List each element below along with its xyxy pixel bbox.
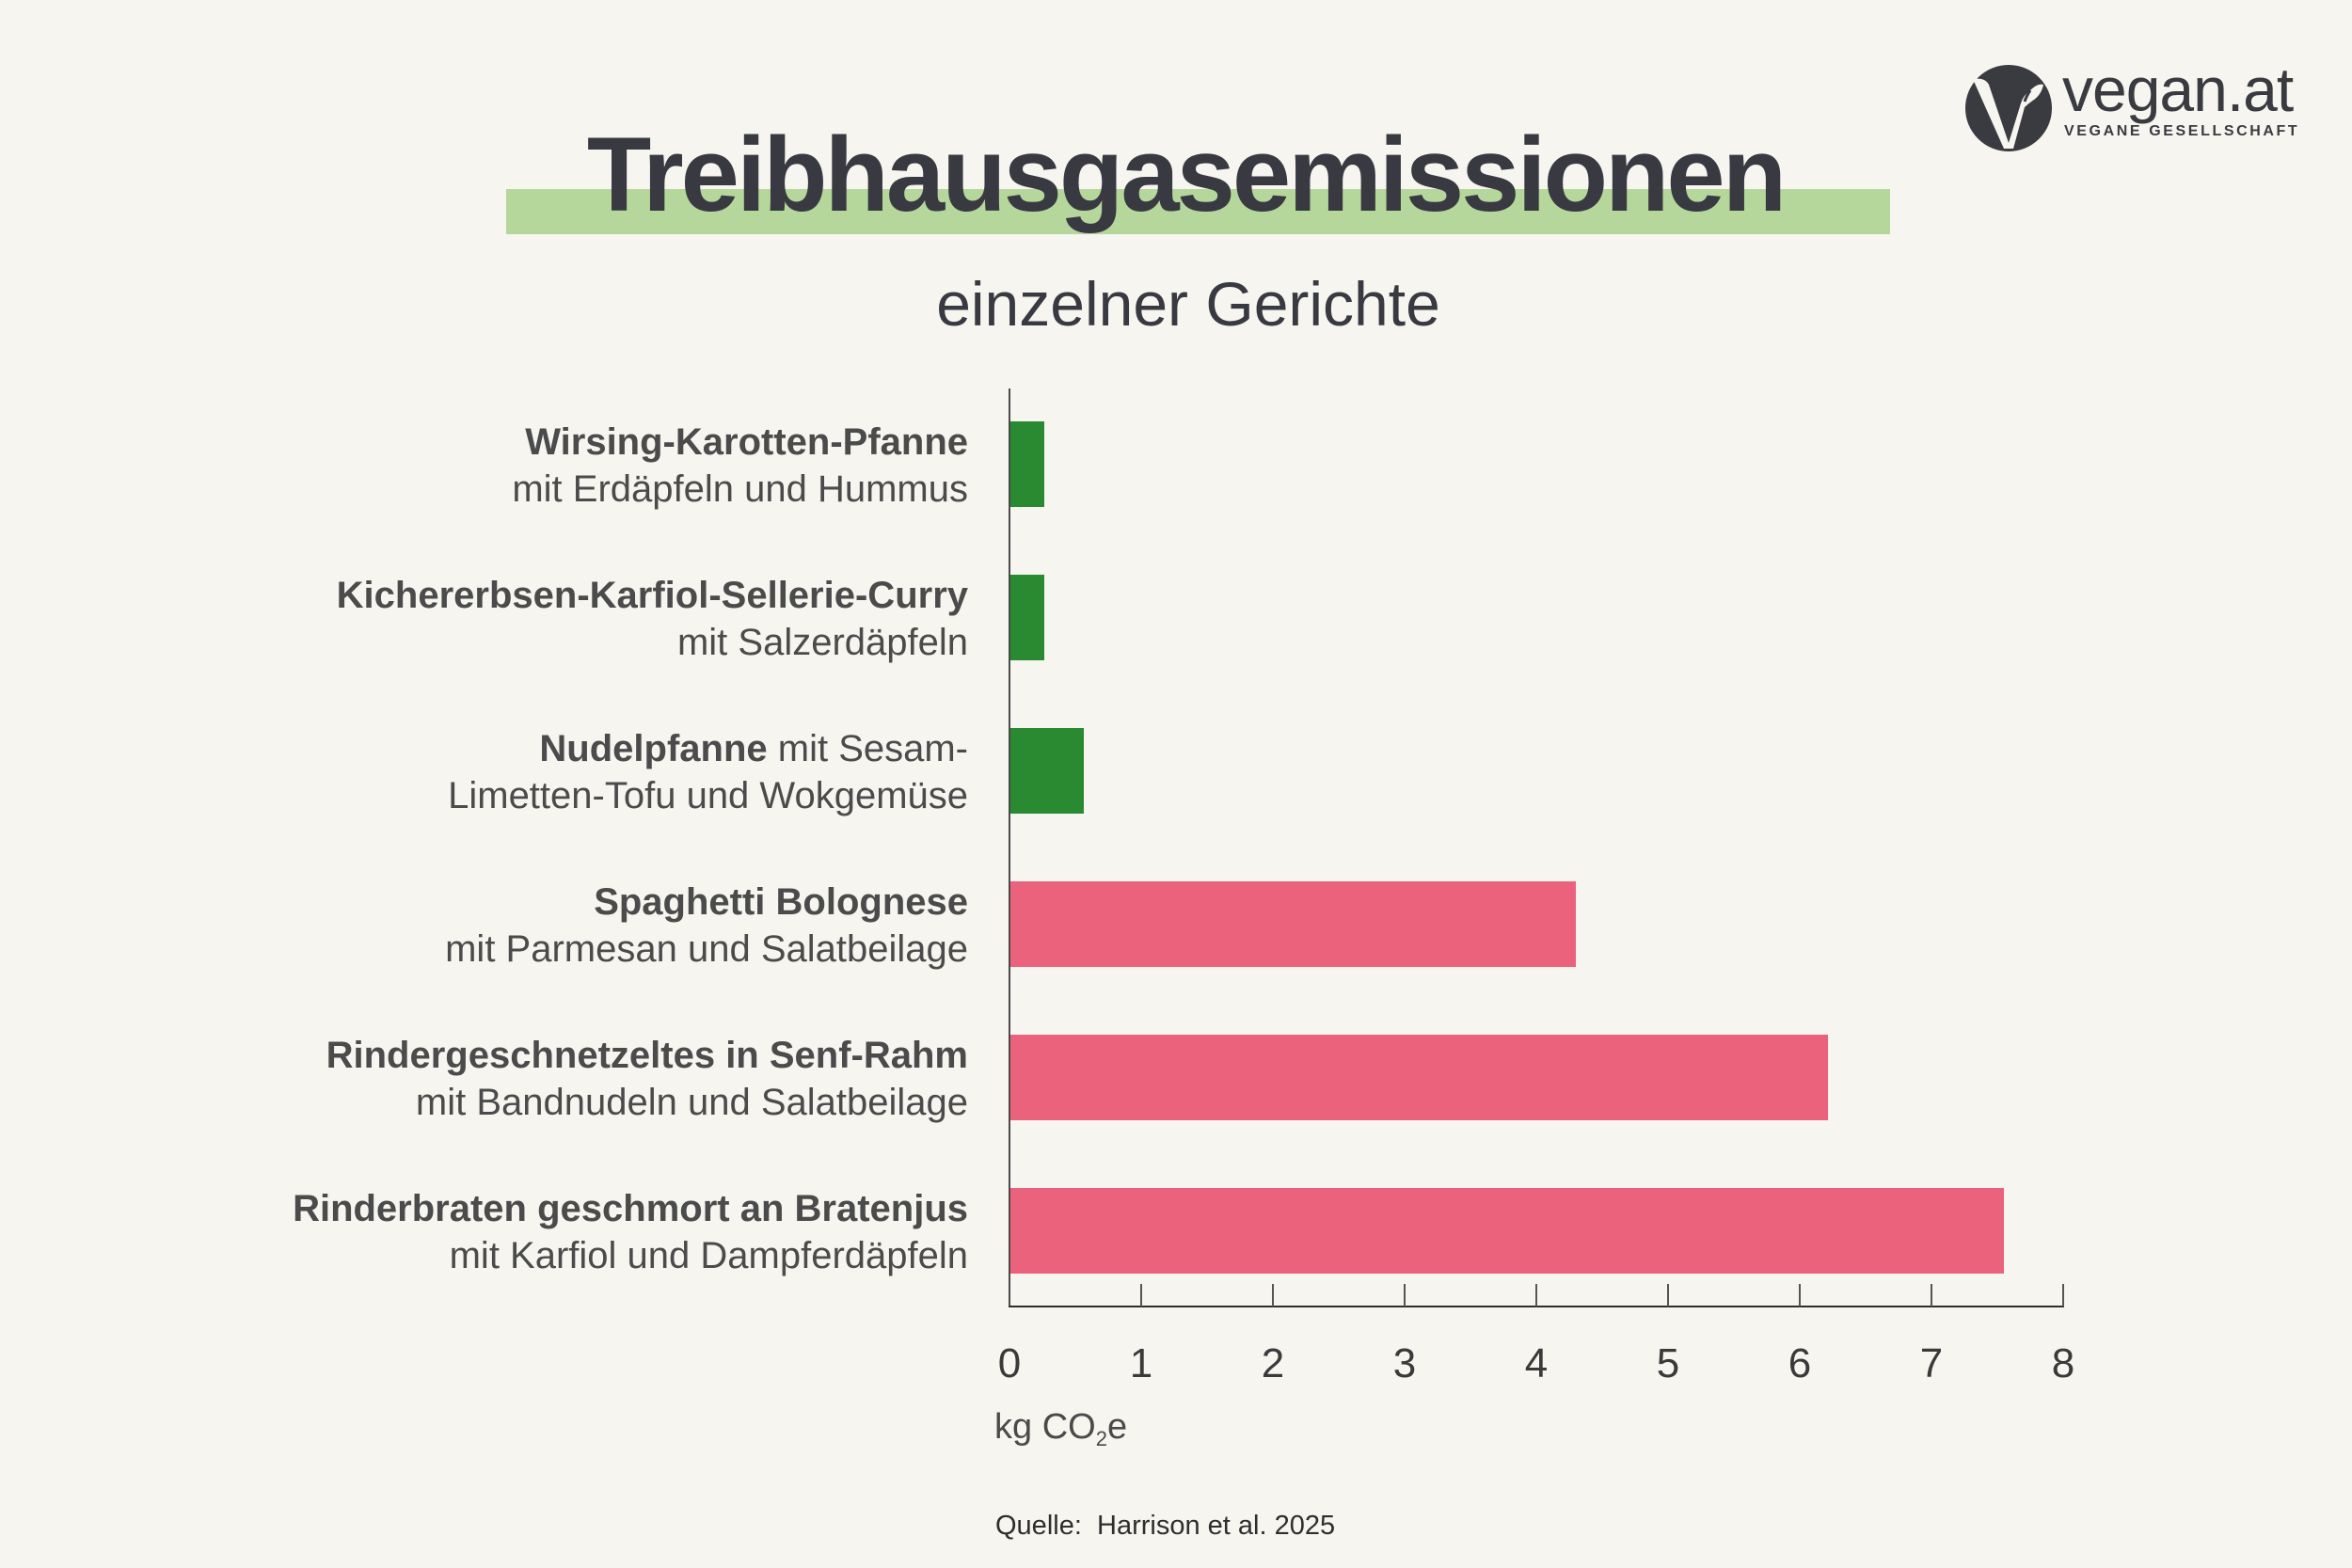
x-axis-title-prefix: kg CO: [994, 1407, 1096, 1447]
category-label: Rindergeschnetzeltes in Senf-Rahm mit Ban…: [121, 1032, 968, 1126]
bar-meat: [1010, 1035, 1828, 1120]
bar-vegan: [1010, 575, 1044, 660]
category-label: Spaghetti Bolognese mit Parmesan und Sala…: [121, 879, 968, 973]
x-tick-label: 6: [1788, 1340, 1812, 1386]
x-axis-line: [1009, 1306, 2064, 1307]
x-tick-mark: [1799, 1284, 1801, 1307]
vegan-v-leaf-icon: [1965, 65, 2052, 151]
dish-name: Wirsing-Karotten-Pfanne: [525, 421, 968, 463]
dish-name: Nudelpfanne: [539, 728, 768, 769]
category-label-line1: Nudelpfanne mit Sesam-: [121, 725, 968, 772]
dish-name: Rinderbraten geschmort an Bratenjus: [293, 1188, 968, 1229]
x-tick-label: 1: [1129, 1340, 1153, 1386]
x-tick-mark: [1140, 1284, 1142, 1307]
logo-tagline: VEGANE GESELLSCHAFT: [2064, 123, 2300, 139]
dish-name: Rindergeschnetzeltes in Senf-Rahm: [326, 1035, 968, 1076]
x-axis-title-suffix: e: [1106, 1407, 1128, 1447]
bar-meat: [1010, 881, 1576, 967]
dish-name: Kichererbsen-Karfiol-Sellerie-Curry: [336, 575, 968, 616]
dish-description: mit Salzerdäpfeln: [676, 622, 968, 663]
category-label: Kichererbsen-Karfiol-Sellerie-Curry mit S…: [121, 572, 968, 666]
category-label-line1: Kichererbsen-Karfiol-Sellerie-Curry: [121, 572, 968, 619]
x-tick-label: 2: [1261, 1340, 1285, 1386]
y-axis-line: [1009, 388, 1010, 1307]
dish-description: mit Bandnudeln und Salatbeilage: [415, 1082, 968, 1123]
bar-vegan: [1010, 421, 1044, 507]
logo-wordmark: vegan.at: [2062, 55, 2294, 124]
x-tick-label: 8: [2051, 1340, 2075, 1386]
dish-name: Spaghetti Bolognese: [594, 881, 968, 923]
category-label-line1: Rinderbraten geschmort an Bratenjus: [121, 1185, 968, 1232]
x-tick-mark: [2062, 1284, 2064, 1307]
category-label: Nudelpfanne mit Sesam- Limetten-Tofu und …: [121, 725, 968, 819]
page-subtitle: einzelner Gerichte: [936, 269, 1440, 339]
category-label: Rinderbraten geschmort an Bratenjus mit K…: [121, 1185, 968, 1279]
x-tick-label: 4: [1524, 1340, 1549, 1386]
x-tick-label: 5: [1656, 1340, 1680, 1386]
x-tick-mark: [1667, 1284, 1669, 1307]
category-label-line1: Rindergeschnetzeltes in Senf-Rahm: [121, 1032, 968, 1079]
dish-description: Limetten-Tofu und Wokgemüse: [448, 775, 968, 816]
x-tick-label: 3: [1392, 1340, 1417, 1386]
brand-logo: vegan.at VEGANE GESELLSCHAFT: [1964, 58, 2322, 158]
x-tick-label: 7: [1919, 1340, 1944, 1386]
bar-vegan: [1010, 728, 1084, 814]
page-title: Treibhausgasemissionen: [586, 116, 1787, 233]
x-axis-title-subscript: 2: [1095, 1427, 1107, 1450]
category-label: Wirsing-Karotten-Pfanne mit Erdäpfeln und…: [121, 419, 968, 513]
title-highlight: [506, 189, 1890, 234]
x-tick-mark: [1931, 1284, 1932, 1307]
dish-description: mit Karfiol und Dampferdäpfeln: [449, 1235, 968, 1276]
x-tick-mark: [1272, 1284, 1274, 1307]
source-note: Quelle: Harrison et al. 2025: [995, 1511, 1336, 1541]
category-label-line1: Wirsing-Karotten-Pfanne: [121, 419, 968, 466]
dish-description: mit Parmesan und Salatbeilage: [445, 928, 968, 970]
x-axis-title: kg CO2e: [994, 1409, 1127, 1449]
dish-description: mit Erdäpfeln und Hummus: [512, 468, 968, 510]
x-tick-label: 0: [997, 1340, 1022, 1386]
x-tick-mark: [1535, 1284, 1537, 1307]
category-label-line1: Spaghetti Bolognese: [121, 879, 968, 926]
dish-name-rest: mit Sesam-: [767, 728, 968, 769]
bar-meat: [1010, 1188, 2004, 1274]
x-tick-mark: [1404, 1284, 1406, 1307]
